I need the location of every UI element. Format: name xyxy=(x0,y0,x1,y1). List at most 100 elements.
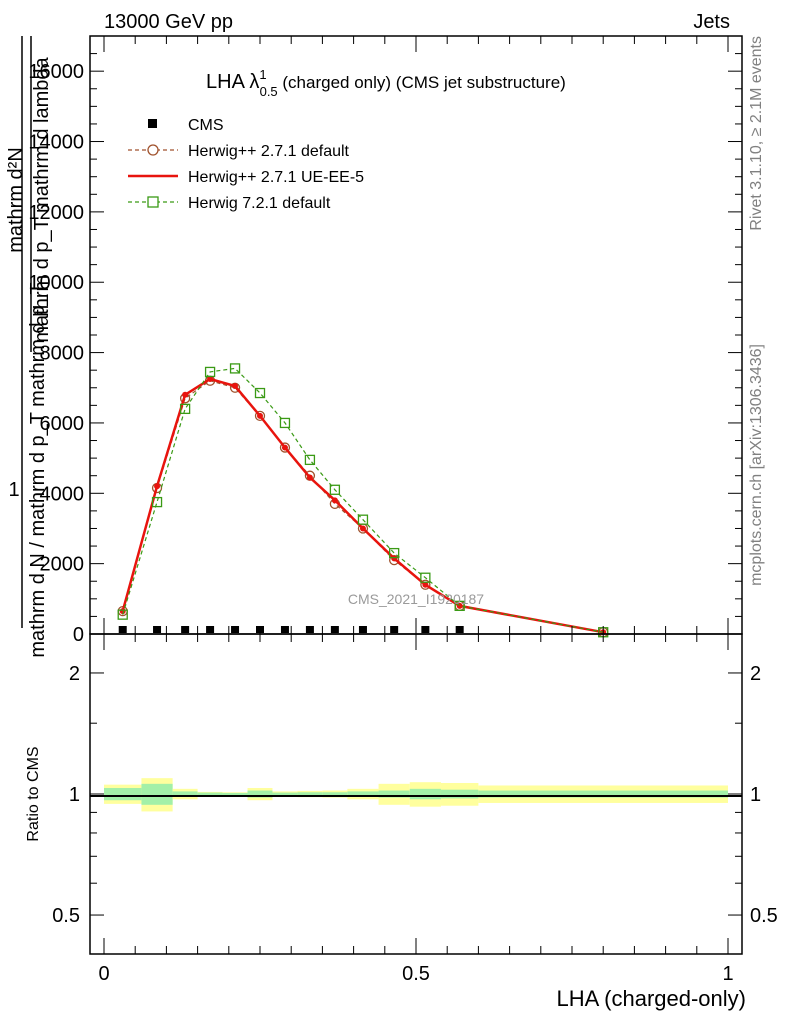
ratio-tick-label: 2 xyxy=(69,663,80,685)
data-point xyxy=(391,555,398,562)
data-point xyxy=(151,496,163,508)
data-point xyxy=(254,387,266,399)
data-point xyxy=(231,626,240,633)
y-tick-label: 10000 xyxy=(28,272,84,294)
data-point xyxy=(422,581,429,588)
data-point xyxy=(358,626,367,633)
legend-entry: Herwig 7.2.1 default xyxy=(128,195,331,212)
ratio-axis-ticks: 0.5 0.5 1 1 2 2 xyxy=(52,663,778,927)
y-tick-label: 14000 xyxy=(28,132,84,154)
data-point xyxy=(204,366,216,378)
series-line xyxy=(122,367,604,633)
data-point xyxy=(455,626,464,633)
ylabel-bottom: mathrm d N / mathrm d p_T mathrm d p_T xyxy=(27,282,49,657)
legend-entry: Herwig++ 2.7.1 UE-EE-5 xyxy=(128,169,364,186)
y-tick-label: 12000 xyxy=(28,202,84,224)
plot-title: LHA λ1 0.5 (charged only) (CMS jet substr… xyxy=(206,67,566,99)
ratio-inner-band xyxy=(378,790,410,798)
ratio-tick-label-right: 0.5 xyxy=(750,905,778,927)
ratio-inner-band xyxy=(322,792,348,796)
data-point xyxy=(254,410,266,422)
data-point xyxy=(281,444,288,451)
ratio-tick-label-right: 2 xyxy=(750,663,761,685)
plot-title-sub: 0.5 xyxy=(260,84,278,99)
rivet-label: Rivet 3.1.10, ≥ 2.1M events xyxy=(748,36,765,231)
series-cms xyxy=(118,626,464,633)
data-point xyxy=(153,626,162,633)
ratio-inner-band xyxy=(440,789,479,799)
data-point xyxy=(279,417,291,429)
legend: CMS Herwig++ 2.7.1 default Herwig++ 2.7.1 … xyxy=(128,117,364,212)
data-point xyxy=(306,474,313,481)
data-point xyxy=(304,454,316,466)
ratio-tick-label: 1 xyxy=(69,784,80,806)
legend-label: Herwig++ 2.7.1 UE-EE-5 xyxy=(188,169,364,186)
legend-entry: CMS xyxy=(148,117,224,134)
data-point xyxy=(421,626,430,633)
data-point xyxy=(179,403,191,415)
main-axis-ticks: 0 2000 4000 6000 8000 10000 12000 14000 16000 xyxy=(28,35,742,646)
watermark: CMS_2021_I1920187 xyxy=(348,591,484,607)
plot-title-sup: 1 xyxy=(259,67,266,82)
data-point xyxy=(357,514,369,525)
legend-marker xyxy=(148,119,157,128)
data-point xyxy=(118,626,127,633)
ratio-inner-band xyxy=(104,787,142,801)
ratio-ylabel: Ratio to CMS xyxy=(25,746,42,841)
y-tick-label: 0 xyxy=(73,624,84,646)
plot-title-main: LHA λ xyxy=(206,71,259,93)
ratio-inner-band xyxy=(141,783,173,805)
legend-marker xyxy=(147,196,159,208)
ratio-inner-band xyxy=(297,792,323,796)
main-ylabel: mathrm d²N mathrm d p_T mathrm d lambda … xyxy=(5,36,53,658)
series-herwig-7-2-1-default xyxy=(117,363,609,638)
data-point xyxy=(154,483,161,490)
data-point xyxy=(359,525,366,532)
plot-title-rest: (charged only) (CMS jet substructure) xyxy=(278,73,566,92)
data-point xyxy=(181,626,190,633)
ratio-inner-band xyxy=(409,788,441,800)
ratio-tick-label-right: 1 xyxy=(750,784,761,806)
data-point xyxy=(331,497,338,504)
data-point xyxy=(207,375,214,382)
x-tick-label: 0.5 xyxy=(402,963,430,985)
data-point xyxy=(389,547,400,559)
ratio-inner-band xyxy=(272,792,298,796)
y-tick-label: 6000 xyxy=(40,413,85,435)
legend-label: Herwig++ 2.7.1 default xyxy=(188,143,350,160)
ratio-inner-band xyxy=(478,790,728,798)
data-point xyxy=(330,626,339,633)
ratio-inner-band xyxy=(247,790,273,798)
data-point xyxy=(257,412,263,419)
x-axis-label: LHA (charged-only) xyxy=(556,986,746,1011)
header-left: 13000 GeV pp xyxy=(104,11,233,33)
legend-label: Herwig 7.2.1 default xyxy=(188,195,331,212)
data-point xyxy=(117,609,128,620)
x-axis-ticks: 0 0.5 1 xyxy=(98,36,734,985)
ratio-inner-band xyxy=(222,792,248,796)
x-tick-label: 0 xyxy=(98,963,109,985)
mcplots-label: mcplots.cern.ch [arXiv:1306.3436] xyxy=(748,344,765,586)
main-series xyxy=(117,363,609,638)
data-point xyxy=(454,600,465,612)
y-tick-label: 4000 xyxy=(40,483,85,505)
data-point xyxy=(305,626,314,633)
legend-label: CMS xyxy=(188,117,224,134)
ratio-inner-band xyxy=(172,791,198,797)
ratio-tick-label: 0.5 xyxy=(52,905,80,927)
data-point xyxy=(420,579,431,590)
y-tick-label: 16000 xyxy=(28,61,84,83)
data-point xyxy=(182,391,189,398)
ylabel-top-denominator: mathrm d p_T mathrm d lambda xyxy=(31,56,53,342)
ylabel-top-numerator: mathrm d²N xyxy=(5,147,27,253)
data-point xyxy=(329,484,341,495)
data-point xyxy=(390,626,399,633)
y-tick-label: 2000 xyxy=(40,554,85,576)
data-point xyxy=(229,363,241,374)
data-point xyxy=(420,572,431,583)
y-tick-label: 8000 xyxy=(40,343,85,365)
header-right: Jets xyxy=(693,11,730,33)
data-point xyxy=(232,383,239,390)
legend-marker xyxy=(147,144,159,156)
